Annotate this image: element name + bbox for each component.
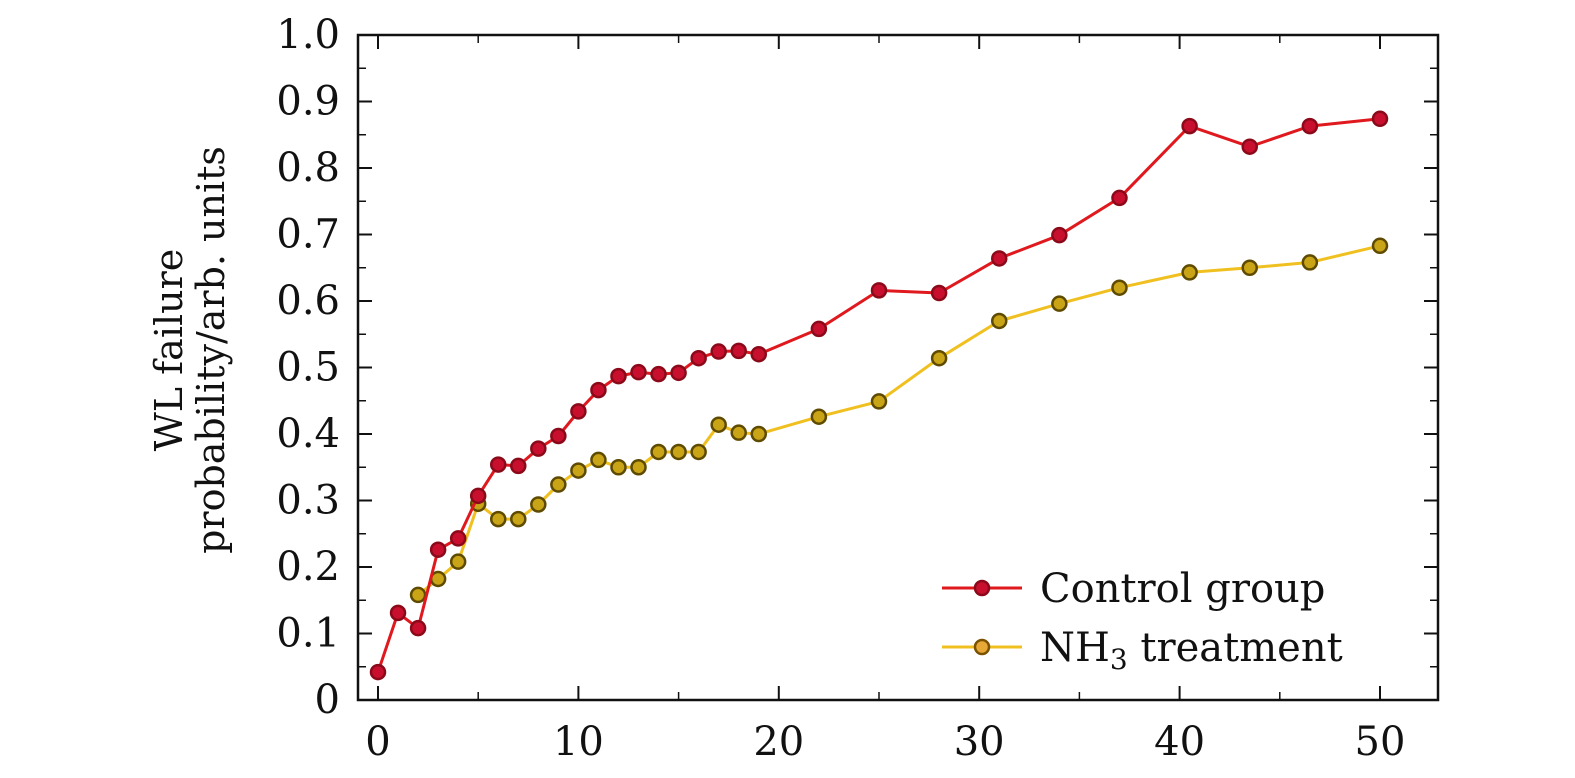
data-point-control	[1111, 189, 1128, 207]
data-point-nh3	[1181, 264, 1198, 281]
data-point-control	[1371, 110, 1389, 128]
data-point-control	[389, 604, 407, 622]
y-tick-label: 0.4	[276, 411, 340, 457]
data-point-control	[449, 530, 467, 547]
data-point-nh3	[650, 443, 667, 461]
tick-labels: 0 10 20 30 40 50 0 0.1 0.2 0.3 0.4 0.5 0.6 0.7 0.8 0.9 1…	[276, 12, 1405, 765]
data-point-control	[730, 342, 747, 360]
y-axis-title-line-2: probability/arb. units	[189, 146, 233, 554]
data-point-control	[1241, 138, 1258, 155]
data-point-nh3	[1371, 237, 1389, 255]
y-tick-label: 0	[315, 677, 340, 723]
data-point-control	[1181, 117, 1198, 135]
data-point-control	[870, 282, 888, 299]
legend: Control group NH3 treatment	[942, 566, 1343, 676]
series-line-nh3	[417, 244, 1381, 597]
x-tick-label: 10	[553, 719, 604, 765]
data-point-nh3	[1301, 254, 1319, 271]
y-tick-label: 0.8	[276, 145, 340, 191]
series-nh3	[409, 237, 1389, 604]
y-tick-label: 0.2	[276, 544, 340, 590]
data-point-control	[510, 457, 527, 475]
data-point-nh3	[810, 408, 828, 425]
data-point-nh3	[530, 496, 547, 513]
y-tick-label: 0.7	[276, 212, 340, 258]
legend-label-control: Control group	[1040, 566, 1325, 612]
data-point-nh3	[630, 459, 647, 476]
data-point-control	[570, 403, 587, 420]
data-point-nh3	[670, 443, 687, 461]
data-point-control	[530, 440, 547, 457]
legend-marker-nh3	[973, 638, 991, 656]
data-point-nh3	[449, 553, 467, 570]
x-tick-label: 20	[753, 719, 804, 765]
data-point-control	[1301, 117, 1319, 135]
axis-ticks	[358, 34, 1438, 701]
data-point-nh3	[1111, 279, 1128, 296]
y-axis-title: WL failure probability/arb. units	[147, 146, 233, 554]
data-point-nh3	[570, 462, 587, 479]
data-point-control	[1051, 226, 1068, 244]
data-point-nh3	[510, 510, 527, 528]
data-point-nh3	[710, 416, 727, 433]
series-control	[369, 110, 1389, 681]
data-point-nh3	[750, 425, 768, 443]
data-point-nh3	[930, 349, 948, 367]
data-point-nh3	[990, 312, 1008, 330]
y-tick-label: 0.6	[276, 278, 340, 324]
data-point-nh3	[409, 586, 427, 604]
data-point-control	[590, 381, 607, 399]
data-point-nh3	[590, 451, 607, 469]
legend-label-nh3-part-2: treatment	[1128, 625, 1343, 671]
y-tick-label: 1.0	[276, 12, 340, 58]
data-point-control	[650, 365, 667, 383]
series-layer	[369, 110, 1389, 681]
data-point-control	[610, 367, 627, 385]
data-point-control	[670, 364, 687, 382]
data-point-control	[409, 619, 427, 637]
data-point-nh3	[1241, 259, 1258, 276]
x-tick-label: 0	[365, 719, 390, 765]
legend-marker-control	[973, 579, 991, 597]
y-tick-label: 0.9	[276, 79, 340, 125]
y-tick-label: 0.1	[276, 611, 340, 657]
data-point-control	[469, 487, 487, 505]
legend-label-nh3: NH3 treatment	[1040, 625, 1343, 676]
data-point-control	[489, 456, 507, 473]
data-point-control	[630, 363, 647, 381]
x-tick-label: 50	[1355, 719, 1406, 765]
data-point-control	[990, 250, 1008, 267]
data-point-control	[550, 427, 567, 445]
data-point-control	[369, 663, 387, 681]
x-tick-label: 30	[954, 719, 1005, 765]
data-point-control	[429, 541, 447, 558]
y-tick-label: 0.3	[276, 478, 340, 524]
legend-label-nh3-subscript: 3	[1110, 643, 1128, 676]
y-tick-label: 0.5	[276, 345, 340, 391]
data-point-nh3	[730, 424, 747, 441]
data-point-nh3	[1051, 295, 1068, 312]
data-point-nh3	[870, 393, 888, 410]
data-point-control	[690, 349, 707, 367]
data-point-nh3	[489, 510, 507, 528]
data-point-control	[810, 320, 828, 338]
data-point-control	[930, 284, 948, 302]
data-point-nh3	[690, 443, 707, 461]
y-axis-title-line-1: WL failure	[147, 249, 191, 452]
data-point-control	[710, 343, 727, 360]
data-point-nh3	[610, 459, 627, 476]
data-point-nh3	[550, 476, 567, 493]
legend-label-nh3-part-1: NH	[1040, 625, 1110, 671]
x-tick-label: 40	[1154, 719, 1205, 765]
data-point-control	[750, 345, 768, 363]
